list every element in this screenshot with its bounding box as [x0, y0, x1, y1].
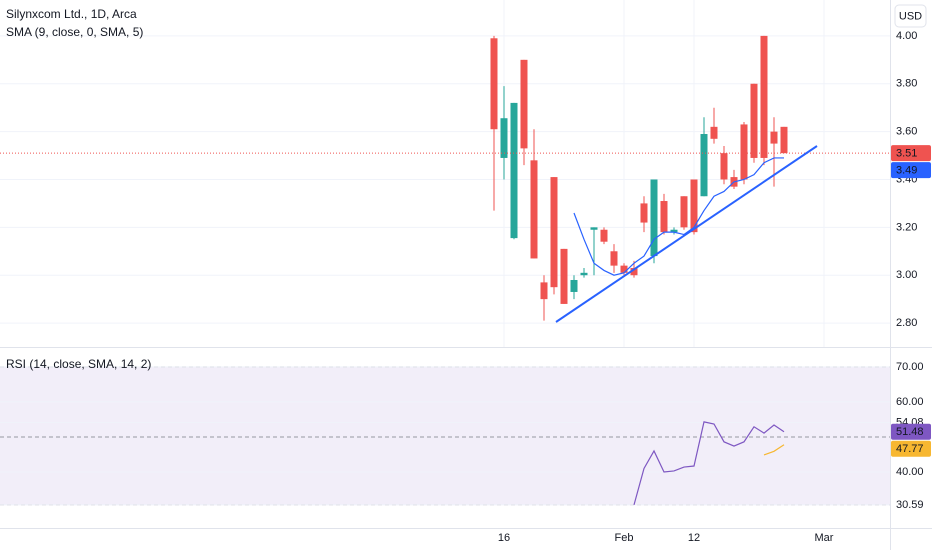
candle-body: [520, 59, 528, 149]
candle-body: [580, 272, 588, 276]
candle-body: [640, 203, 648, 223]
price-tag-label: 3.49: [896, 165, 917, 177]
candle-body: [540, 282, 548, 300]
candle-body: [530, 160, 538, 259]
price-tag: [891, 162, 931, 179]
candle-body: [550, 177, 558, 288]
chart-title: Silynxcom Ltd., 1D, Arca: [6, 7, 137, 21]
price-tag: [891, 145, 931, 162]
y-tick-label: 3.60: [896, 126, 917, 138]
candle-body: [680, 196, 688, 228]
grid-layer: [0, 0, 890, 506]
candle-body: [510, 102, 518, 239]
y-tick-label: 60.00: [896, 396, 924, 408]
rsi-line: [633, 421, 785, 506]
y-tick-label: 4.00: [896, 30, 917, 42]
candle-body: [600, 229, 608, 242]
candle-body: [780, 126, 788, 154]
price-tag: [891, 440, 931, 457]
y-tick-label: 40.00: [896, 466, 924, 478]
x-tick-label: Feb: [615, 532, 634, 544]
x-tick-label: Mar: [815, 532, 834, 544]
y-tick-label: 3.80: [896, 78, 917, 90]
candle-body: [490, 38, 498, 130]
candle-body: [570, 279, 578, 292]
trend-line: [555, 145, 818, 323]
y-tick-label: 3.00: [896, 269, 917, 281]
candle-body: [710, 126, 718, 139]
price-tag-label: 51.48: [896, 426, 924, 438]
candle-body: [660, 201, 668, 233]
price-tag-label: 47.77: [896, 443, 924, 455]
candle-body: [760, 35, 768, 158]
candle-body: [700, 134, 708, 197]
candle-body: [560, 248, 568, 304]
indicator-title: SMA (9, close, 0, SMA, 5): [6, 25, 143, 39]
rsi-band-fill: [0, 366, 890, 505]
marks-layer: [0, 35, 890, 506]
x-tick-label: 16: [498, 532, 510, 544]
candle-body: [500, 118, 508, 158]
candle-body: [610, 251, 618, 266]
y-tick-label: 30.59: [896, 499, 924, 511]
price-tag: [891, 423, 931, 440]
y-tick-label: 70.00: [896, 361, 924, 373]
candle-body: [720, 153, 728, 180]
currency-button[interactable]: [894, 4, 927, 28]
candle-body: [770, 131, 778, 144]
candle-body: [630, 268, 638, 276]
candle-body: [690, 179, 698, 233]
sma-line: [573, 157, 784, 276]
y-tick-label: 3.20: [896, 221, 917, 233]
price-tag-label: 3.51: [896, 148, 917, 160]
rsi-title: RSI (14, close, SMA, 14, 2): [6, 357, 151, 371]
candle-body: [650, 179, 658, 257]
y-tick-label: 2.80: [896, 317, 917, 329]
candle-body: [740, 124, 748, 180]
x-tick-label: 12: [688, 532, 700, 544]
candle-body: [750, 83, 758, 158]
candle-body: [620, 265, 628, 273]
rsi-ma-line: [763, 444, 785, 456]
currency-label[interactable]: USD: [899, 10, 922, 22]
labels-layer: 2.803.003.203.403.603.804.0070.0060.0054…: [498, 30, 931, 544]
candle-body: [590, 227, 598, 230]
candle-body: [670, 229, 678, 233]
